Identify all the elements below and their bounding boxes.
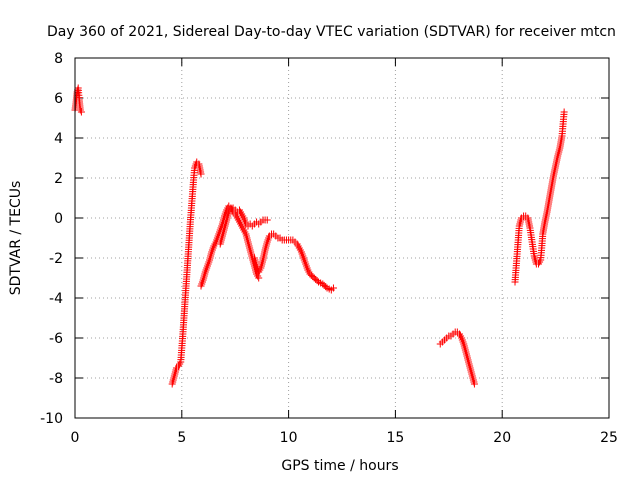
y-tick-label: -6	[49, 331, 63, 347]
y-axis-label: SDTVAR / TECUs	[8, 181, 24, 296]
y-tick-label: 6	[54, 91, 63, 107]
data-point	[560, 108, 568, 116]
x-tick-label: 25	[600, 430, 618, 446]
x-axis-ticks: 0 5 10 15 20 25	[71, 58, 618, 446]
x-tick-label: 20	[493, 430, 511, 446]
y-tick-label: 2	[54, 171, 63, 187]
y-tick-label: 8	[54, 51, 63, 67]
x-axis-label: GPS time / hours	[281, 458, 398, 474]
data-point	[77, 108, 85, 116]
grid	[75, 58, 609, 418]
x-tick-label: 10	[280, 430, 298, 446]
y-axis-ticks: -10 -8 -6 -4 -2 0 2 4 6 8	[40, 51, 609, 427]
chart-title: Day 360 of 2021, Sidereal Day-to-day VTE…	[47, 24, 616, 40]
y-tick-label: 4	[54, 131, 63, 147]
data-point	[313, 277, 321, 285]
x-tick-label: 15	[386, 430, 404, 446]
y-tick-label: -4	[49, 291, 63, 307]
x-tick-label: 5	[177, 430, 186, 446]
data-point	[263, 216, 271, 224]
y-tick-label: -8	[49, 371, 63, 387]
data-point	[329, 284, 337, 292]
data-point	[197, 170, 205, 178]
x-tick-label: 0	[71, 430, 80, 446]
plot-frame	[74, 57, 610, 419]
y-tick-label: -2	[49, 251, 63, 267]
data-point	[322, 283, 330, 291]
y-tick-label: -10	[40, 411, 63, 427]
y-tick-label: 0	[54, 211, 63, 227]
data-point	[255, 274, 263, 282]
data-point	[470, 380, 478, 388]
data-points	[71, 84, 568, 388]
